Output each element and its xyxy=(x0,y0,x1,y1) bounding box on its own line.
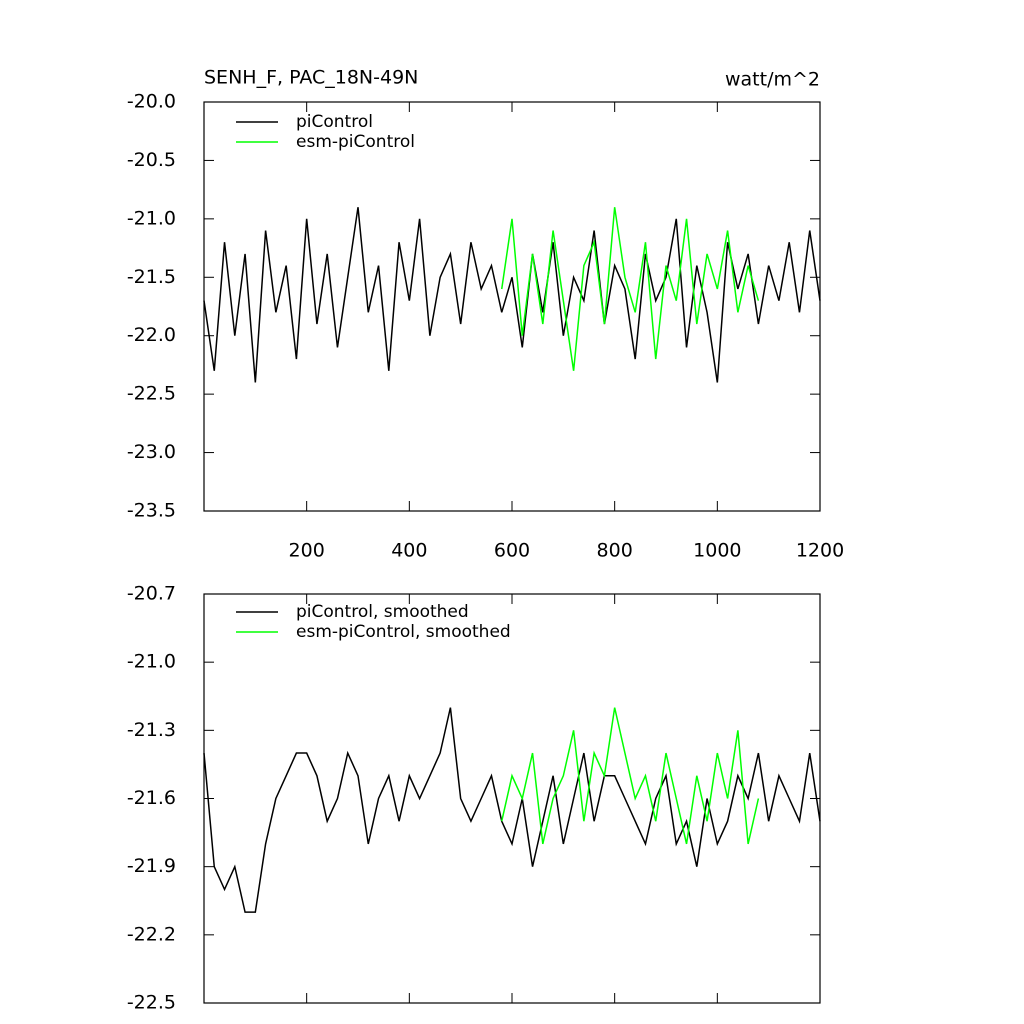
x-tick-label: 1200 xyxy=(796,540,844,562)
y-tick-label: -22.0 xyxy=(127,324,176,346)
y-tick-label: -21.5 xyxy=(127,266,176,288)
plot-frame xyxy=(203,101,821,512)
y-tick-label: -22.5 xyxy=(127,992,176,1014)
y-tick-label: -20.5 xyxy=(127,149,176,171)
y-tick-label: -21.0 xyxy=(127,651,176,673)
y-tick-label: -21.0 xyxy=(127,207,176,229)
y-tick-label: -20.7 xyxy=(127,583,176,605)
x-tick-label: 800 xyxy=(597,540,633,562)
x-tick-label: 1000 xyxy=(693,540,741,562)
data-line xyxy=(203,707,821,913)
units-label: watt/m^2 xyxy=(725,69,820,91)
y-tick-label: -23.5 xyxy=(127,500,176,522)
y-tick-label: -21.3 xyxy=(127,719,176,741)
legend-label: piControl xyxy=(296,112,373,132)
y-tick-label: -22.2 xyxy=(127,923,176,945)
y-tick-label: -23.0 xyxy=(127,441,176,463)
legend-label: piControl, smoothed xyxy=(296,602,469,622)
legend-label: esm-piControl, smoothed xyxy=(296,622,511,642)
x-tick-label: 400 xyxy=(391,540,427,562)
y-tick-label: -21.9 xyxy=(127,855,176,877)
y-tick-label: -20.0 xyxy=(127,91,176,113)
x-tick-label: 600 xyxy=(494,540,530,562)
data-line xyxy=(501,707,760,845)
legend-label: esm-piControl xyxy=(296,132,415,152)
data-line xyxy=(500,207,760,371)
y-tick-label: -21.6 xyxy=(127,787,176,809)
x-tick-label: 200 xyxy=(289,540,325,562)
chart-title: SENH_F, PAC_18N-49N xyxy=(204,67,418,89)
data-line xyxy=(203,207,821,383)
y-tick-label: -22.5 xyxy=(127,383,176,405)
